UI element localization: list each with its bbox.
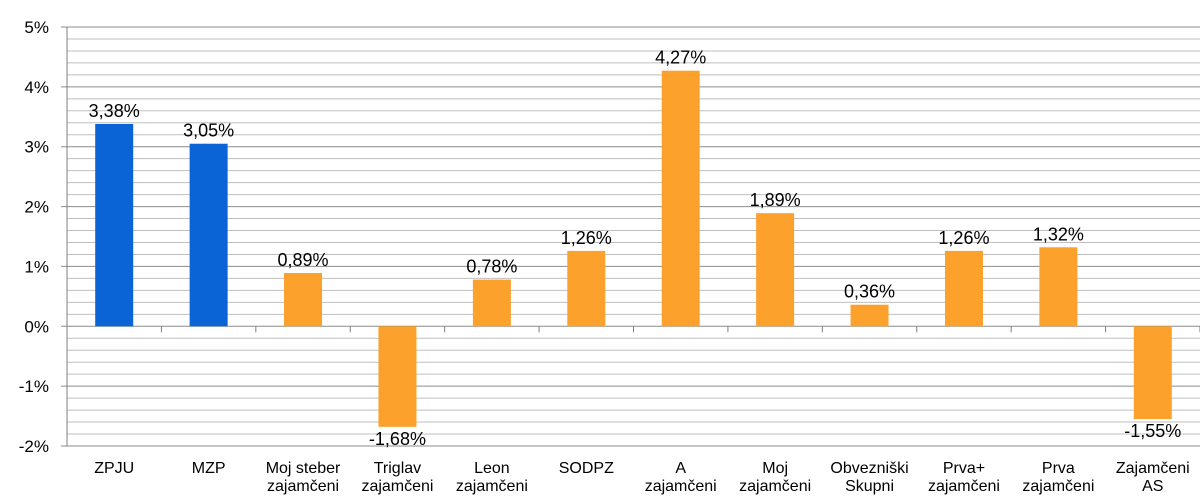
data-label: 1,26% xyxy=(938,228,989,248)
bars xyxy=(95,70,1172,427)
y-tick-label: -2% xyxy=(19,437,49,456)
y-tick-label: 3% xyxy=(24,138,49,157)
y-tick-label: 2% xyxy=(24,198,49,217)
data-label: 0,36% xyxy=(844,282,895,302)
y-tick-label: -1% xyxy=(19,377,49,396)
bar xyxy=(189,143,228,327)
x-category-label: zajamčeni xyxy=(1022,478,1094,495)
x-category-label: zajamčeni xyxy=(456,478,528,495)
x-category-label: Obvezniški xyxy=(830,460,908,477)
y-tick-label: 1% xyxy=(24,257,49,276)
data-label: 3,38% xyxy=(89,101,140,121)
x-category-label: zajamčeni xyxy=(645,478,717,495)
data-label: 1,89% xyxy=(750,190,801,210)
x-category-label: Skupni xyxy=(845,478,894,495)
data-label: 1,32% xyxy=(1033,224,1084,244)
y-tick-label: 0% xyxy=(24,317,49,336)
x-category-label: Moj steber xyxy=(266,460,341,477)
labels: 5% 4% 3% 2% 1% 0% -1% -2% 3,38% ZPJU 3,05% MZP 0,89%… xyxy=(19,18,1190,495)
x-category-label: A xyxy=(675,460,686,477)
x-category-label: zajamčeni xyxy=(928,478,1000,495)
axes xyxy=(66,27,1200,446)
x-category-label: Prva+ xyxy=(943,460,985,477)
y-tick-label: 5% xyxy=(24,18,49,37)
x-category-label: Triglav xyxy=(374,460,421,477)
y-tick-label: 4% xyxy=(24,78,49,97)
x-category-label: Moj xyxy=(762,460,788,477)
x-category-label: zajamčeni xyxy=(739,478,811,495)
data-label: 0,78% xyxy=(466,257,517,277)
bar xyxy=(472,279,511,327)
bar xyxy=(95,123,134,327)
bar xyxy=(661,70,700,327)
bar xyxy=(944,250,983,327)
x-category-label: SODPZ xyxy=(559,460,614,477)
bar xyxy=(567,250,606,327)
data-label: 4,27% xyxy=(655,48,706,68)
x-category-label: MZP xyxy=(192,460,226,477)
data-label: 0,89% xyxy=(278,250,329,270)
bar xyxy=(756,213,795,327)
x-category-label: Zajamčeni xyxy=(1116,460,1190,477)
data-label: 1,26% xyxy=(561,228,612,248)
x-category-label: AS xyxy=(1142,478,1163,495)
x-category-label: Prva xyxy=(1042,460,1075,477)
bar xyxy=(284,273,323,327)
x-category-label: Leon xyxy=(474,460,510,477)
grid xyxy=(61,26,1200,447)
bar xyxy=(378,326,417,427)
data-label: -1,68% xyxy=(369,429,426,449)
x-category-label: ZPJU xyxy=(94,460,134,477)
x-category-label: zajamčeni xyxy=(361,478,433,495)
data-label: -1,55% xyxy=(1124,421,1181,441)
bar xyxy=(1133,326,1172,420)
bar xyxy=(850,304,889,327)
bar xyxy=(1039,247,1078,327)
data-label: 3,05% xyxy=(183,121,234,141)
x-category-label: zajamčeni xyxy=(267,478,339,495)
